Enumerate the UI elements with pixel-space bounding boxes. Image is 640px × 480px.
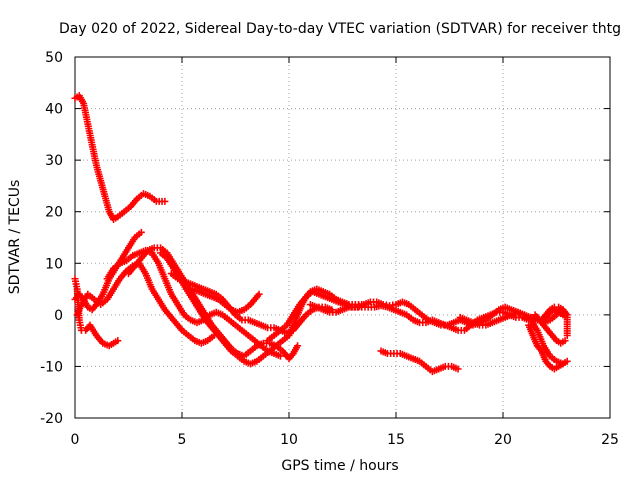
series-arc-7	[157, 249, 366, 368]
data-point	[161, 197, 169, 205]
data-point	[559, 360, 567, 368]
data-point	[563, 331, 571, 339]
y-tick-label: 10	[45, 256, 63, 272]
plot-frame	[74, 56, 611, 419]
grid	[75, 57, 610, 418]
x-tick-label: 0	[71, 432, 80, 448]
y-tick-label: 0	[54, 308, 63, 324]
series-arc-12	[377, 347, 462, 376]
series-arc-14	[525, 321, 567, 373]
y-tick-label: 30	[45, 153, 63, 169]
y-tick-label: -20	[40, 411, 63, 427]
axis-ticks: 0 5 10 15 20 25 -20 -10 0 10 20 30 40 50	[40, 50, 619, 448]
data-point	[137, 228, 145, 236]
data-point	[276, 352, 284, 360]
data-point	[114, 337, 122, 345]
x-axis-label: GPS time / hours	[281, 458, 398, 474]
x-tick-label: 5	[178, 432, 187, 448]
series-arc-5	[103, 246, 284, 360]
x-tick-label: 20	[494, 432, 512, 448]
data-points	[71, 92, 571, 376]
data-point	[561, 337, 569, 345]
series-arc-9	[189, 285, 263, 316]
data-point	[294, 342, 302, 350]
y-axis-label: SDTVAR / TECUs	[7, 180, 23, 295]
x-tick-label: 15	[387, 432, 405, 448]
series-arc-17	[542, 306, 571, 339]
y-tick-label: 50	[45, 50, 63, 66]
data-point	[563, 357, 571, 365]
y-tick-label: 20	[45, 205, 63, 221]
x-tick-label: 10	[280, 432, 298, 448]
data-point	[454, 365, 462, 373]
series-arc-10	[264, 288, 567, 345]
y-tick-label: -10	[40, 359, 63, 375]
x-tick-label: 25	[601, 432, 619, 448]
chart-title: Day 020 of 2022, Sidereal Day-to-day VTE…	[59, 21, 621, 37]
series-arc-15	[531, 311, 569, 347]
series-arc-1	[71, 92, 169, 223]
y-tick-label: 40	[45, 102, 63, 118]
data-point	[255, 290, 263, 298]
